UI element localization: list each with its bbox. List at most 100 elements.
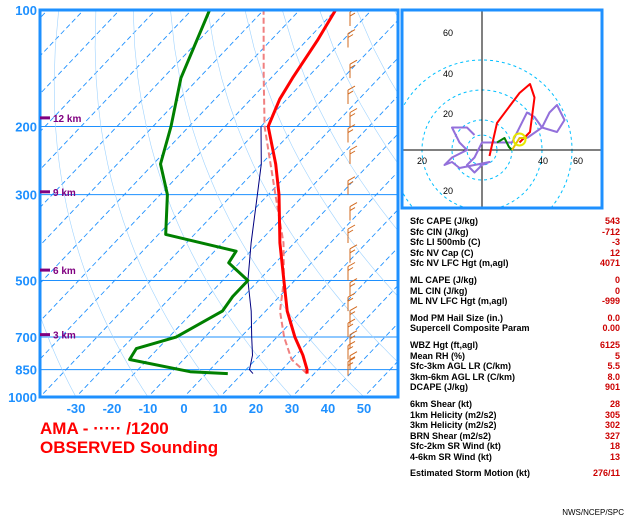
param-row: Sfc NV LFC Hgt (m,agl) 4071: [410, 258, 620, 269]
param-row: ML NV LFC Hgt (m,agl) -999: [410, 296, 620, 307]
param-value: -3: [611, 237, 620, 248]
temperature-tick-label: 10: [213, 401, 227, 416]
wind-barb: [349, 306, 358, 325]
temperature-tick-label: 50: [357, 401, 371, 416]
param-value: 13: [609, 451, 620, 462]
height-label: 3 km: [53, 331, 76, 342]
dry-adiabat: [94, 10, 221, 397]
param-label: ML CAPE (J/kg): [410, 274, 477, 285]
dewpoint-trace: [128, 10, 250, 376]
hodograph: [402, 10, 602, 208]
temperature-tick-label: -30: [67, 401, 86, 416]
param-label: Sfc NV LFC Hgt (m,agl): [410, 258, 509, 269]
param-label: 3km Helicity (m2/s2): [410, 420, 497, 431]
param-label: DCAPE (J/kg): [410, 382, 469, 393]
isotherm: [40, 10, 228, 209]
param-row: Sfc-3km AGL LR (C/km) 5.5: [410, 361, 620, 372]
param-row: 3km-6km AGL LR (C/km) 8.0: [410, 372, 620, 383]
parameter-table: Sfc CAPE (J/kg) 543 Sfc CIN (J/kg) -712 Sfc …: [410, 216, 620, 479]
param-value: 0.0: [607, 312, 620, 323]
param-row: 4-6km SR Wind (kt) 13: [410, 452, 620, 463]
param-row: DCAPE (J/kg) 901: [410, 382, 620, 393]
wind-barb: [347, 176, 356, 195]
height-label: 9 km: [53, 188, 76, 199]
param-label: 3km-6km AGL LR (C/km): [410, 371, 516, 382]
temperature-trace: [266, 10, 337, 374]
hodograph-ring-label: 60: [443, 28, 453, 38]
param-label: Sfc CIN (J/kg): [410, 226, 469, 237]
param-value: 18: [609, 441, 620, 452]
wind-barb: [347, 357, 356, 376]
param-row: Sfc CAPE (J/kg) 543: [410, 216, 620, 227]
hodograph-ring-label: 40: [443, 69, 453, 79]
param-value: 5: [614, 350, 620, 361]
param-row: Sfc-2km SR Wind (kt) 18: [410, 441, 620, 452]
param-value: 305: [604, 409, 620, 420]
param-label: 4-6km SR Wind (kt): [410, 451, 492, 462]
param-label: 6km Shear (kt): [410, 398, 473, 409]
param-value: 12: [609, 247, 620, 258]
param-row: Mean RH (%) 5: [410, 351, 620, 362]
param-label: Mod PM Hail Size (in.): [410, 312, 504, 323]
isotherm: [219, 208, 398, 397]
sounding-type-title: OBSERVED Sounding: [40, 438, 219, 457]
isotherm: [40, 10, 84, 57]
param-row: WBZ Hgt (ft,agl) 6125: [410, 340, 620, 351]
temperature-axis: -30 -20 -10 0 10 20 30 40 50: [67, 401, 372, 416]
param-label: ML NV LFC Hgt (m,agl): [410, 296, 508, 307]
param-value: 302: [604, 420, 620, 431]
pressure-tick-label: 850: [15, 363, 37, 378]
wind-barb: [347, 29, 356, 48]
wind-barb: [347, 124, 356, 143]
param-label: WBZ Hgt (ft,agl): [410, 339, 478, 350]
hodograph-ring-label: 20: [443, 109, 453, 119]
wind-barb: [347, 292, 356, 312]
dry-adiabat: [53, 10, 149, 397]
param-value: 0.00: [602, 323, 620, 334]
wind-barb: [349, 202, 358, 221]
wetbulb-trace: [247, 126, 262, 374]
param-row: BRN Shear (m2/s2) 327: [410, 431, 620, 442]
temperature-tick-label: -20: [103, 401, 122, 416]
temperature-tick-label: 0: [180, 401, 187, 416]
hodograph-ring-label: 40: [538, 156, 548, 166]
temperature-tick-label: 30: [285, 401, 299, 416]
hodograph-ring-label: 20: [443, 186, 453, 196]
hodograph-labels: 20 40 60 60 40 20 20: [417, 28, 583, 196]
pressure-tick-label: 1000: [8, 390, 37, 405]
dry-adiabat: [282, 10, 398, 232]
credit-label: NWS/NCEP/SPC: [562, 508, 624, 517]
param-row: 1km Helicity (m2/s2) 305: [410, 410, 620, 421]
wind-barb: [347, 224, 356, 243]
param-label: Sfc-2km SR Wind (kt): [410, 441, 501, 452]
param-value: 0: [614, 285, 620, 296]
temperature-tick-label: 20: [249, 401, 263, 416]
hodograph-ring-label: 60: [573, 156, 583, 166]
pressure-tick-label: 100: [15, 3, 37, 18]
param-value: 5.5: [607, 361, 620, 372]
pressure-tick-label: 300: [15, 188, 37, 203]
param-row: Mod PM Hail Size (in.) 0.0: [410, 313, 620, 324]
param-label: Sfc NV Cap (C): [410, 247, 474, 258]
wind-barb: [349, 145, 358, 165]
height-label: 6 km: [53, 266, 76, 277]
param-row: Estimated Storm Motion (kt) 276/11: [410, 468, 620, 479]
param-label: ML CIN (J/kg): [410, 285, 468, 296]
pressure-axis: 100 200 300 500 700 850 1000: [8, 3, 37, 405]
param-row: ML CIN (J/kg) 0: [410, 286, 620, 297]
isotherm: [327, 322, 398, 397]
height-markers: 12 km 9 km 6 km 3 km: [40, 114, 81, 342]
isotherm: [183, 171, 398, 397]
wind-barb: [347, 262, 356, 281]
height-label: 12 km: [53, 114, 81, 125]
param-label: Mean RH (%): [410, 350, 466, 361]
parcel-trace: [262, 10, 308, 375]
wind-barb: [349, 244, 358, 263]
param-row: Supercell Composite Param 0.00: [410, 323, 620, 334]
hodograph-trace-low: [488, 83, 536, 157]
param-row: 3km Helicity (m2/s2) 302: [410, 420, 620, 431]
param-value: 0: [614, 274, 620, 285]
isotherm: [40, 10, 336, 322]
param-row: Sfc CIN (J/kg) -712: [410, 227, 620, 238]
